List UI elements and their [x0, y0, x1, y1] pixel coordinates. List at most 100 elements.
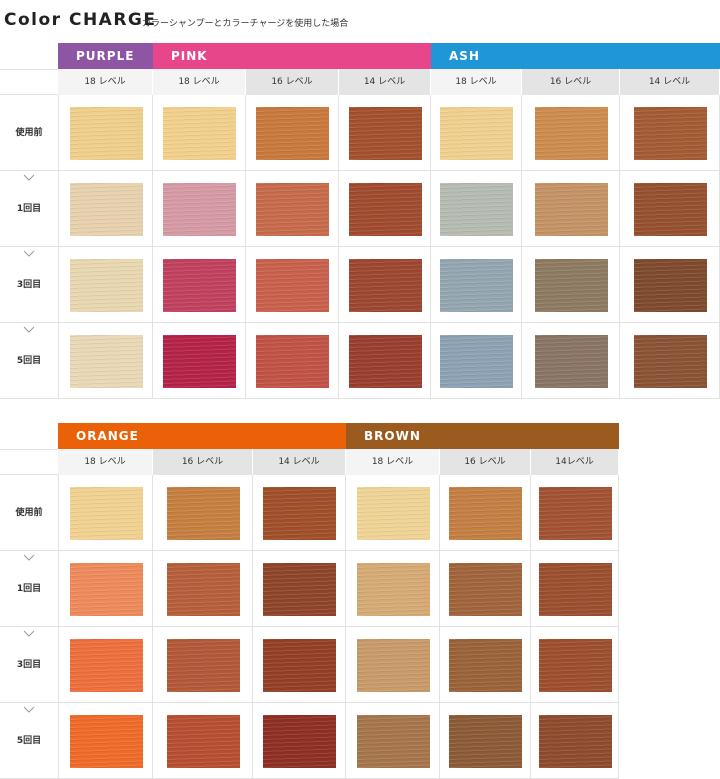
hair-swatch: [534, 106, 608, 160]
swatch-cell: [253, 703, 346, 779]
swatch-cell: [153, 171, 246, 247]
level-label: 16 レベル: [153, 449, 253, 475]
swatch-cell: [153, 551, 253, 627]
hair-swatch: [534, 258, 608, 312]
swatch-cell: [339, 247, 431, 323]
swatch-cell: [440, 703, 531, 779]
level-label: 14 レベル: [339, 69, 431, 95]
hair-swatch: [256, 106, 329, 160]
row-label: 3回目: [0, 247, 58, 323]
chevron-line: [23, 174, 35, 181]
group-header: BROWN: [346, 423, 619, 449]
hair-swatch: [440, 182, 513, 236]
swatch-cell: [431, 95, 522, 171]
row-label: 1回目: [0, 171, 58, 247]
swatch-cell: [153, 247, 246, 323]
hair-swatch: [70, 258, 143, 312]
swatch-cell: [346, 475, 440, 551]
swatch-cell: [431, 247, 522, 323]
swatch-cell: [153, 95, 246, 171]
swatch-cell: [253, 551, 346, 627]
hair-swatch: [166, 486, 240, 540]
hair-swatch: [449, 562, 522, 616]
hair-swatch: [449, 486, 522, 540]
hair-swatch: [256, 258, 329, 312]
hair-swatch: [263, 486, 336, 540]
swatch-cell: [440, 627, 531, 703]
level-row-line: [0, 449, 58, 450]
hair-swatch: [538, 714, 612, 768]
swatch-cell: [431, 171, 522, 247]
level-label: 18 レベル: [153, 69, 246, 95]
swatch-cell: [522, 171, 620, 247]
hair-swatch: [348, 182, 422, 236]
group-header: PINK: [153, 43, 431, 69]
level-label: 14 レベル: [620, 69, 720, 95]
swatch-cell: [531, 703, 619, 779]
swatch-cell: [246, 247, 339, 323]
row-label: 使用前: [0, 475, 58, 551]
hair-swatch: [449, 714, 522, 768]
hair-swatch: [356, 486, 430, 540]
hair-swatch: [263, 638, 336, 692]
hair-swatch: [166, 638, 240, 692]
chevron-line: [23, 250, 35, 257]
swatch-cell: [522, 95, 620, 171]
hair-swatch: [538, 638, 612, 692]
group-header: PURPLE: [58, 43, 153, 69]
hair-swatch: [538, 562, 612, 616]
chevron: [23, 554, 35, 561]
level-label: 18 レベル: [346, 449, 440, 475]
hair-swatch: [70, 106, 143, 160]
hair-swatch: [70, 714, 143, 768]
swatch-cell: [58, 703, 153, 779]
swatch-cell: [531, 551, 619, 627]
swatch-cell: [153, 703, 253, 779]
chevron: [23, 250, 35, 257]
hair-swatch: [70, 562, 143, 616]
swatch-cell: [58, 627, 153, 703]
level-label: 16 レベル: [246, 69, 339, 95]
hair-swatch: [70, 486, 143, 540]
swatch-cell: [440, 551, 531, 627]
swatch-cell: [522, 247, 620, 323]
swatch-cell: [531, 627, 619, 703]
swatch-cell: [620, 247, 720, 323]
hair-swatch: [256, 334, 329, 388]
swatch-cell: [620, 171, 720, 247]
swatch-cell: [153, 627, 253, 703]
subtitle: カラーシャンプーとカラーチャージを使用した場合: [142, 19, 349, 29]
swatch-cell: [522, 323, 620, 399]
swatch-cell: [346, 551, 440, 627]
level-label: 14レベル: [531, 449, 619, 475]
hair-swatch: [163, 106, 236, 160]
hair-swatch: [348, 106, 422, 160]
level-label: 16 レベル: [440, 449, 531, 475]
level-label: 18 レベル: [58, 449, 153, 475]
swatch-cell: [153, 475, 253, 551]
swatch-cell: [440, 475, 531, 551]
hair-swatch: [534, 182, 608, 236]
swatch-cell: [620, 323, 720, 399]
hair-swatch: [70, 334, 143, 388]
hair-swatch: [538, 486, 612, 540]
swatch-cell: [246, 171, 339, 247]
hair-swatch: [163, 334, 236, 388]
title: Color CHARGE: [4, 10, 157, 30]
hair-swatch: [633, 334, 707, 388]
swatch-cell: [431, 323, 522, 399]
hair-swatch: [163, 182, 236, 236]
hair-swatch: [348, 258, 422, 312]
row-label: 5回目: [0, 703, 58, 779]
level-label: 18 レベル: [431, 69, 522, 95]
hair-swatch: [263, 714, 336, 768]
group-header: ASH: [431, 43, 720, 69]
hair-swatch: [166, 562, 240, 616]
swatch-cell: [339, 323, 431, 399]
swatch-cell: [246, 323, 339, 399]
hair-swatch: [263, 562, 336, 616]
hair-swatch: [534, 334, 608, 388]
row-label: 3回目: [0, 627, 58, 703]
hair-swatch: [449, 638, 522, 692]
swatch-cell: [246, 95, 339, 171]
